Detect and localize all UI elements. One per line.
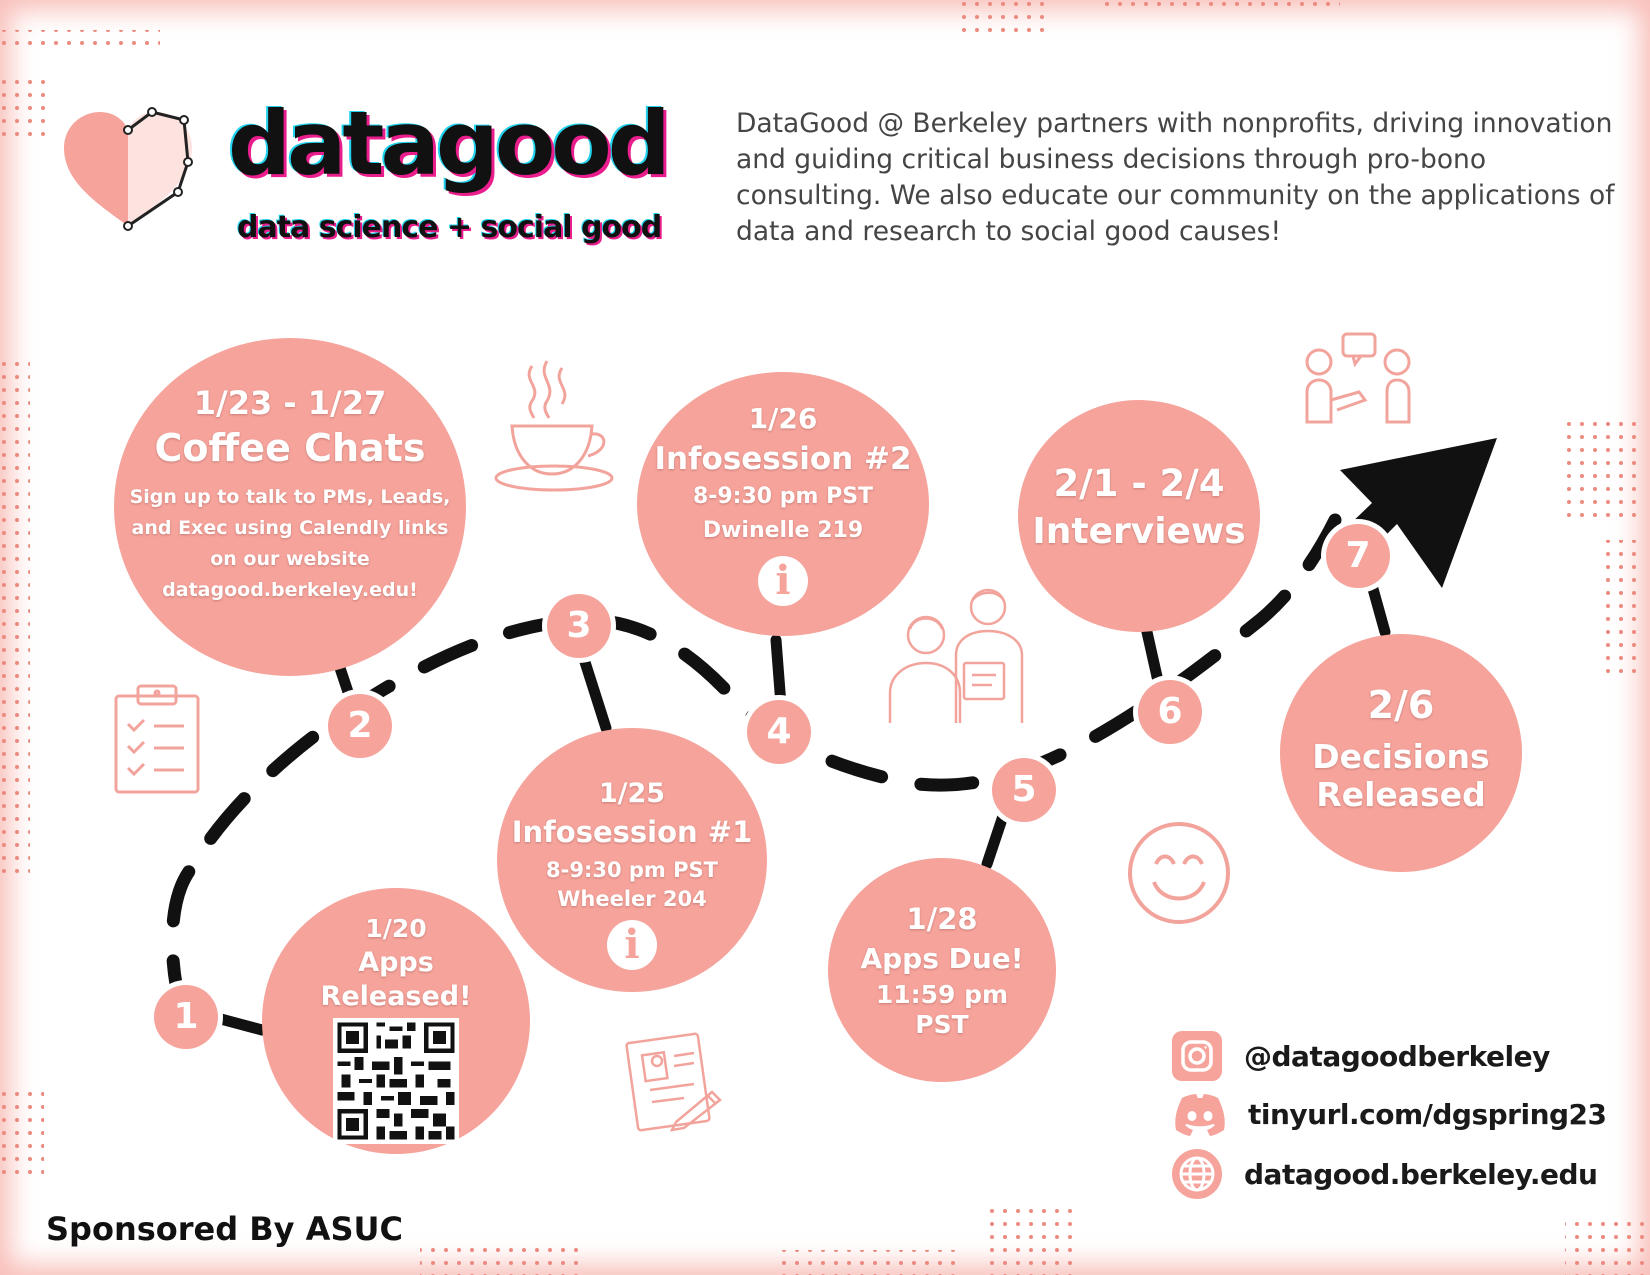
- dot-pattern-left: [0, 360, 30, 880]
- event-detail: datagood.berkeley.edu!: [162, 579, 418, 601]
- event-title: Apps Due!: [860, 942, 1024, 975]
- coffee-cup-icon: [494, 360, 614, 492]
- instagram-icon: [1172, 1031, 1222, 1081]
- event-title: Infosession #2: [654, 441, 912, 477]
- event-detail: 8-9:30 pm PST: [546, 858, 718, 882]
- dot-pattern-top-right: [960, 0, 1340, 40]
- event-date: 1/28: [906, 902, 978, 936]
- event-detail: Dwinelle 219: [702, 518, 864, 543]
- event-coffee-chats: 1/23 - 1/27 Coffee Chats Sign up to talk…: [114, 338, 466, 676]
- event-date: 1/20: [365, 914, 427, 943]
- event-infosession-1: 1/25 Infosession #1 8-9:30 pm PST Wheele…: [497, 728, 767, 992]
- globe-icon: [1172, 1149, 1222, 1199]
- event-date: 1/26: [748, 402, 818, 435]
- instagram-link[interactable]: @datagoodberkeley: [1172, 1030, 1550, 1082]
- people-meeting-icon: [1305, 332, 1411, 424]
- event-detail: Wheeler 204: [557, 887, 707, 911]
- event-decisions-released: 2/6 Decisions Released: [1280, 634, 1522, 872]
- website-link[interactable]: datagood.berkeley.edu: [1172, 1148, 1598, 1200]
- event-title: Interviews: [1032, 511, 1246, 552]
- event-title: Infosession #1: [511, 815, 753, 849]
- event-title: Coffee Chats: [154, 426, 426, 470]
- event-detail: 8-9:30 pm PST: [692, 484, 874, 509]
- dot-pattern-right: [1565, 420, 1645, 680]
- event-detail: and Exec using Calendly links: [131, 517, 449, 539]
- discord-icon: [1172, 1089, 1228, 1139]
- instagram-handle: @datagoodberkeley: [1244, 1039, 1550, 1073]
- event-detail: on our website: [210, 548, 370, 570]
- clipboard-checklist-icon: [114, 684, 200, 794]
- smiley-icon: [1128, 822, 1230, 924]
- brand-tagline: data science + social good: [237, 210, 662, 245]
- event-title: Decisions Released: [1312, 737, 1490, 814]
- resume-icon: [625, 1032, 722, 1132]
- info-icon: i: [758, 556, 808, 606]
- brand-name: datagood: [228, 92, 671, 195]
- discord-link-text: tinyurl.com/dgspring23: [1248, 1097, 1607, 1131]
- info-icon: i: [607, 920, 657, 970]
- step-number: 7: [1326, 524, 1390, 588]
- event-interviews: 2/1 - 2/4 Interviews: [1018, 400, 1260, 632]
- mission-statement: DataGood @ Berkeley partners with nonpro…: [736, 108, 1615, 247]
- event-title: Apps Released!: [320, 947, 472, 1012]
- application-qr-code[interactable]: [333, 1018, 459, 1144]
- event-date: 2/6: [1367, 683, 1435, 727]
- dot-pattern-top-left: [0, 30, 160, 140]
- step-number: 3: [547, 594, 611, 658]
- discord-link[interactable]: tinyurl.com/dgspring23: [1172, 1088, 1607, 1140]
- step-number: 6: [1138, 680, 1202, 744]
- event-detail: PST: [915, 1010, 969, 1039]
- interview-icon: [888, 588, 1024, 723]
- event-date: 1/23 - 1/27: [193, 384, 387, 422]
- event-date: 2/1 - 2/4: [1053, 462, 1225, 505]
- event-detail: 11:59 pm: [875, 980, 1009, 1009]
- event-infosession-2: 1/26 Infosession #2 8-9:30 pm PST Dwinel…: [637, 372, 929, 636]
- event-date: 1/25: [598, 778, 666, 809]
- dot-pattern-bottom: [0, 1090, 1650, 1275]
- heart-logo-icon: [64, 107, 193, 231]
- sponsor-text: Sponsored By ASUC: [46, 1210, 403, 1248]
- step-number: 4: [747, 700, 811, 764]
- event-apps-due: 1/28 Apps Due! 11:59 pm PST: [828, 858, 1056, 1082]
- step-number: 1: [154, 985, 218, 1049]
- website-url: datagood.berkeley.edu: [1244, 1157, 1598, 1191]
- step-number: 2: [328, 694, 392, 758]
- event-detail: Sign up to talk to PMs, Leads,: [129, 486, 451, 508]
- step-number: 5: [992, 758, 1056, 822]
